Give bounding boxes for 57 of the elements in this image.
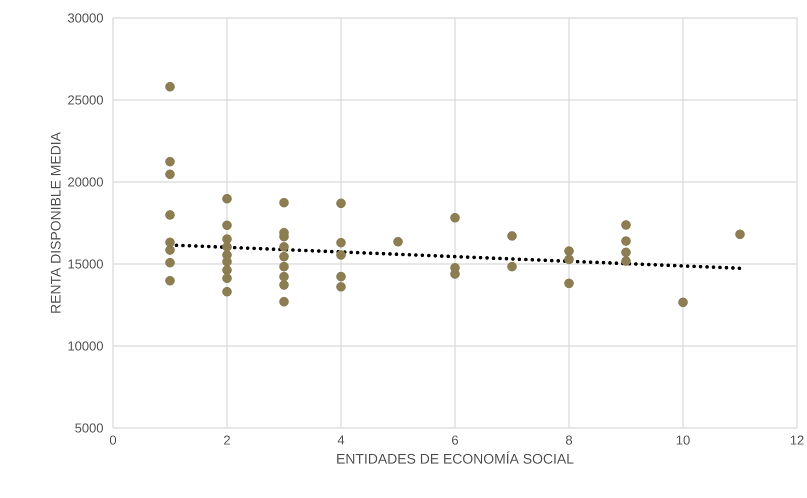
point xyxy=(165,258,175,268)
x-tick-label: 0 xyxy=(110,436,116,445)
point xyxy=(279,296,289,306)
y-tick-label: 20000 xyxy=(68,177,103,187)
point xyxy=(678,298,688,308)
x-tick-label: 10 xyxy=(676,436,690,445)
point xyxy=(165,238,175,248)
point xyxy=(336,272,346,282)
point xyxy=(165,210,175,220)
x-axis-title: ENTIDADES DE ECONOMÍA SOCIAL xyxy=(337,452,574,464)
point xyxy=(222,242,232,252)
y-tick-label: 15000 xyxy=(68,259,103,269)
point xyxy=(165,245,175,255)
x-tick-label: 6 xyxy=(452,436,458,445)
point xyxy=(279,280,289,290)
point xyxy=(621,256,631,266)
x-tick-label: 12 xyxy=(790,436,804,445)
point xyxy=(165,82,175,92)
point xyxy=(279,252,289,262)
point xyxy=(393,236,403,246)
point xyxy=(222,234,232,244)
point xyxy=(165,276,175,286)
x-tick-label: 8 xyxy=(566,436,572,445)
x-tick-label: 4 xyxy=(338,436,344,444)
point xyxy=(564,278,574,288)
point xyxy=(279,272,289,282)
point xyxy=(222,273,232,284)
point xyxy=(222,265,232,275)
point xyxy=(222,256,232,266)
point xyxy=(165,156,175,166)
point xyxy=(336,198,346,208)
point xyxy=(165,170,175,180)
point xyxy=(279,242,289,252)
y-tick-label: 5000 xyxy=(75,423,103,433)
point xyxy=(621,248,631,258)
point xyxy=(336,282,346,292)
point xyxy=(279,262,289,272)
point xyxy=(507,231,517,241)
y-tick-label: 25000 xyxy=(68,95,103,105)
y-axis-title: RENTA DISPONIBLE MEDIA xyxy=(50,132,61,313)
point xyxy=(222,194,232,204)
point xyxy=(222,220,232,230)
point xyxy=(279,198,289,208)
point xyxy=(507,262,517,272)
point xyxy=(564,246,574,256)
point xyxy=(450,269,460,279)
point xyxy=(336,250,346,260)
point xyxy=(336,238,346,248)
y-tick-label: 10000 xyxy=(68,341,103,351)
point xyxy=(621,220,631,230)
point xyxy=(564,254,574,264)
point xyxy=(222,286,232,296)
point xyxy=(621,236,631,246)
x-tick-label: 2 xyxy=(224,436,230,445)
point xyxy=(735,230,745,240)
point xyxy=(450,212,460,223)
y-tick-label: 30000 xyxy=(68,13,103,23)
